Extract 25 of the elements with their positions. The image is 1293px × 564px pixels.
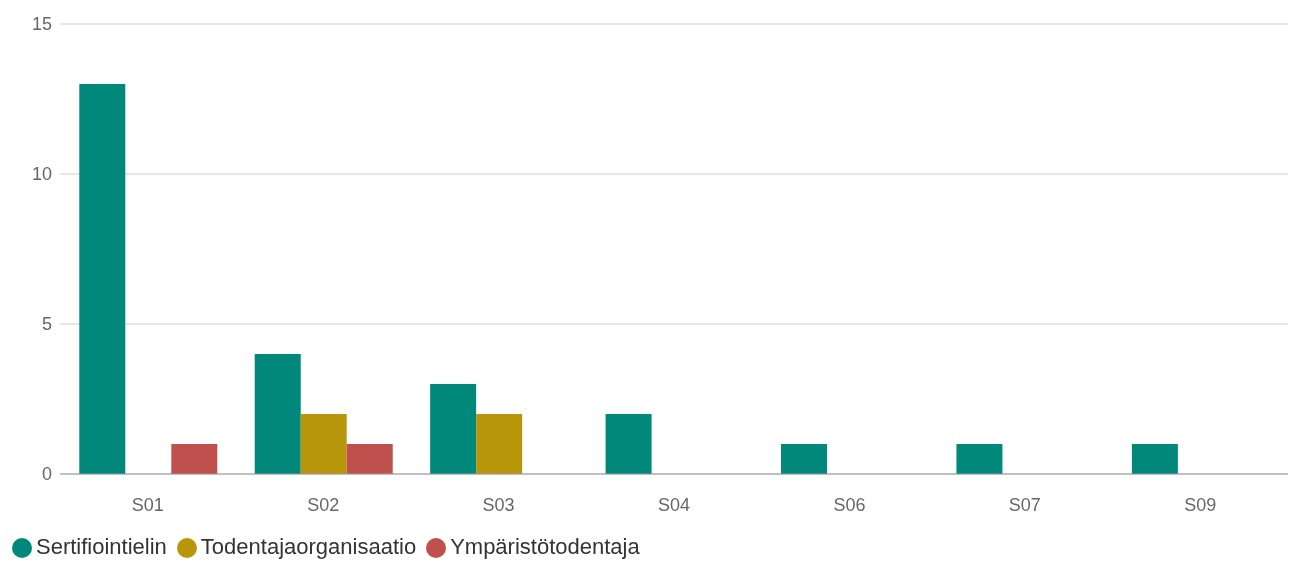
y-tick-label: 15 — [31, 14, 52, 35]
bar — [476, 414, 523, 474]
bar — [956, 444, 1003, 474]
bar — [781, 444, 828, 474]
x-tick-label: S02 — [307, 494, 340, 515]
bar — [346, 444, 393, 474]
x-tick-label: S09 — [1184, 494, 1217, 515]
legend-label: Todentajaorganisaatio — [200, 534, 417, 559]
x-tick-label: S01 — [131, 494, 164, 515]
y-tick-label: 10 — [31, 164, 52, 185]
bar — [300, 414, 347, 474]
bar — [430, 384, 477, 474]
bar — [254, 354, 301, 474]
bar — [171, 444, 218, 474]
bar — [605, 414, 652, 474]
bar — [1131, 444, 1178, 474]
x-tick-label: S03 — [482, 494, 515, 515]
legend-label: Sertifiointielin — [36, 534, 167, 559]
y-tick-label: 5 — [41, 314, 52, 335]
bar — [79, 84, 126, 474]
x-tick-label: S06 — [833, 494, 866, 515]
legend-label: Ympäristötodentaja — [450, 534, 640, 559]
y-tick-label: 0 — [41, 464, 52, 485]
x-tick-label: S07 — [1008, 494, 1041, 515]
x-tick-label: S04 — [657, 494, 691, 515]
